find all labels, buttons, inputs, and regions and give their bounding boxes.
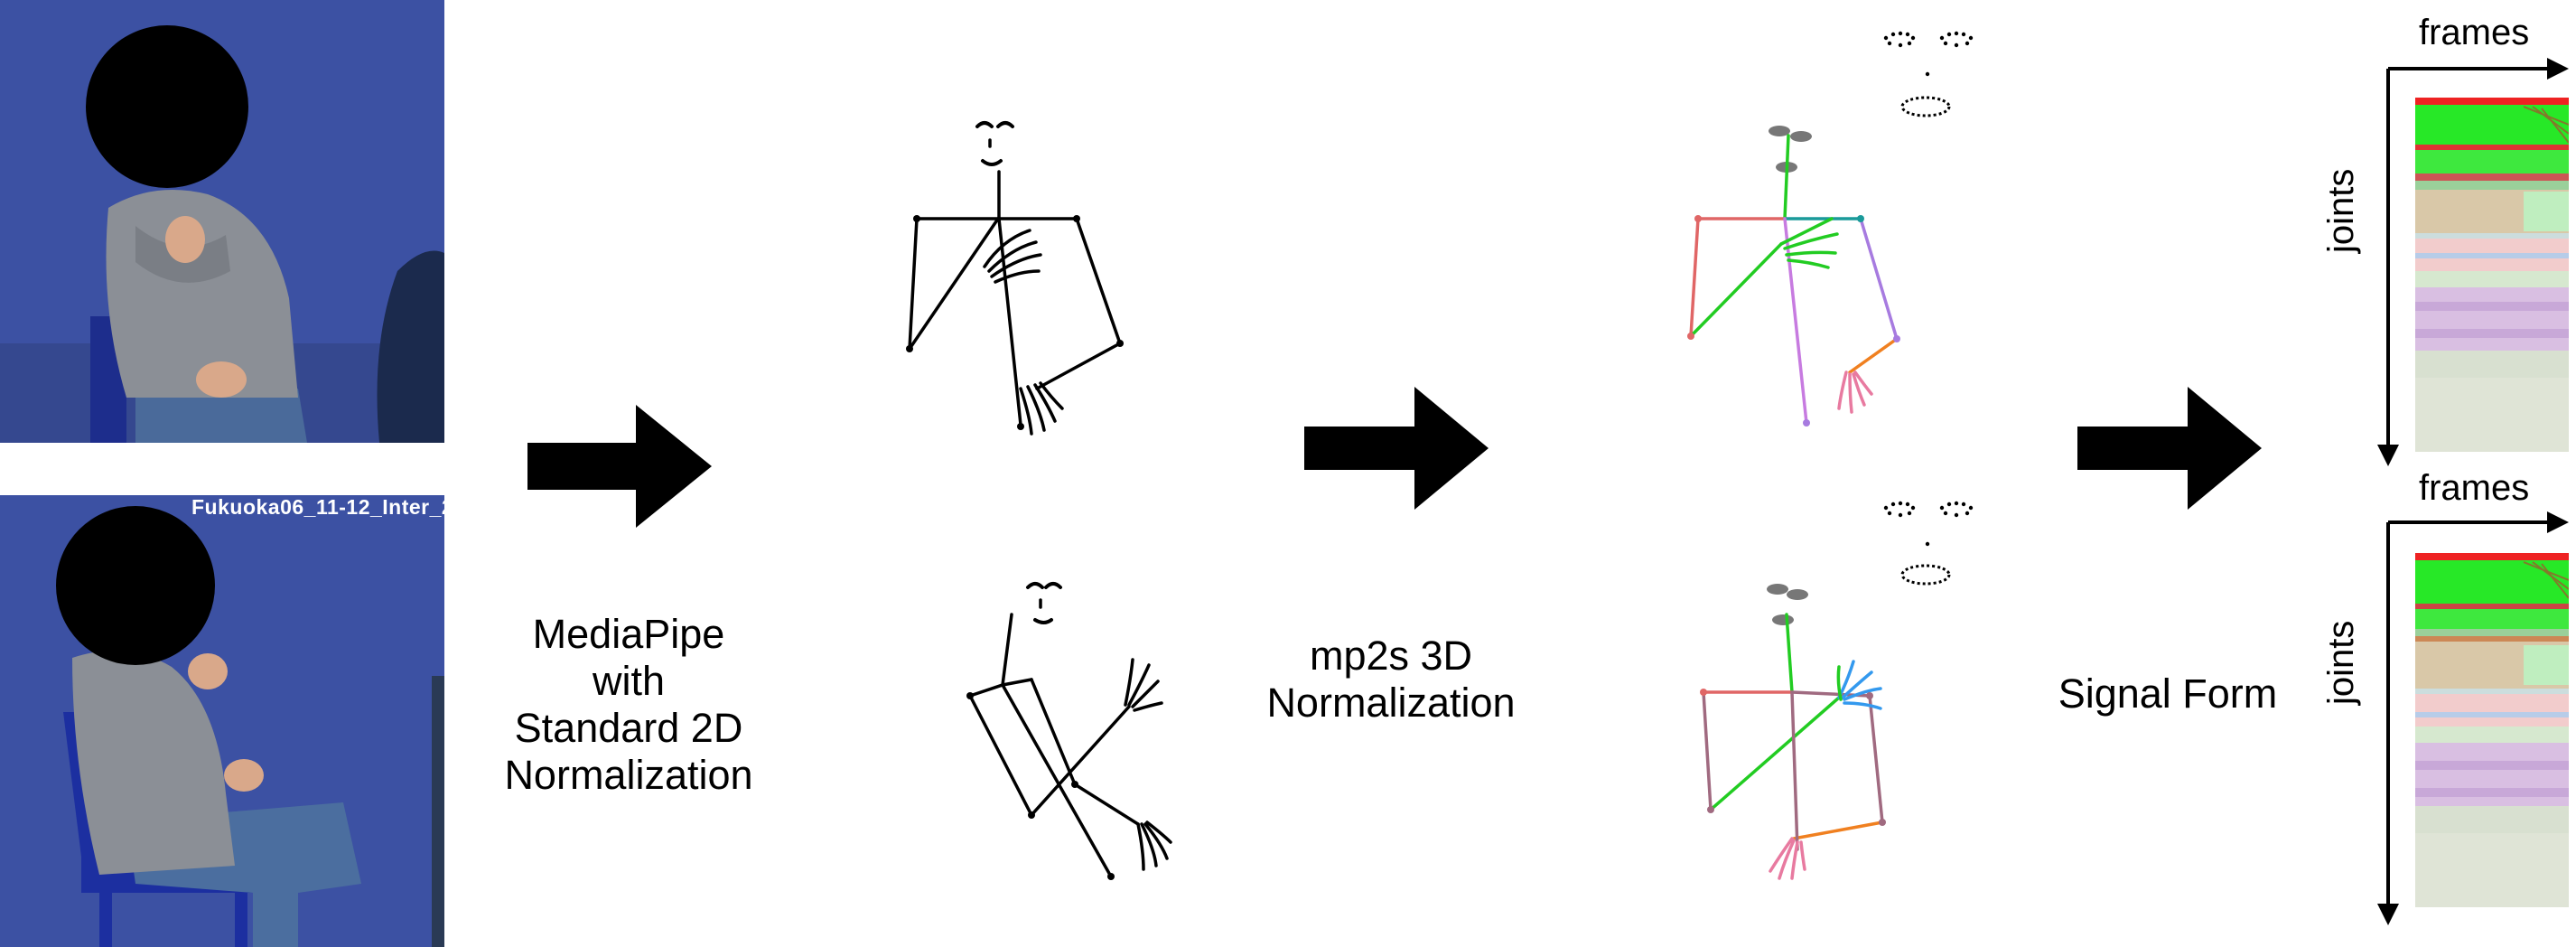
input-video-frame-bottom: Fukuoka06_11-12_Inter_2( bbox=[0, 495, 444, 947]
skeleton-3d-bottom bbox=[1700, 501, 1974, 880]
arrow-right-icon bbox=[2077, 387, 2262, 510]
caption-line: Signal Form bbox=[2058, 670, 2278, 717]
caption-mp2s-3d-normalization: mp2s 3D Normalization bbox=[1228, 633, 1554, 727]
arrow-right-icon bbox=[527, 405, 712, 528]
caption-signal-form: Signal Form bbox=[2014, 670, 2321, 717]
caption-line: Normalization bbox=[1266, 680, 1516, 726]
caption-line: mp2s 3D bbox=[1309, 633, 1473, 679]
caption-mediapipe-2d-normalization: MediaPipe with Standard 2D Normalization bbox=[466, 611, 791, 799]
caption-line: with bbox=[592, 658, 666, 704]
arrow-right-icon bbox=[1304, 387, 1489, 510]
axis-label-frames: frames bbox=[2419, 468, 2530, 508]
skeleton-2d-top bbox=[906, 121, 1124, 436]
signal-form-image-top bbox=[2415, 98, 2569, 452]
skeleton-2d-bottom bbox=[966, 582, 1172, 880]
signal-axes-top bbox=[2377, 58, 2569, 466]
caption-line: Normalization bbox=[504, 752, 753, 798]
axis-label-frames: frames bbox=[2419, 13, 2530, 52]
video-overlay-label: Fukuoka06_11-12_Inter_2( bbox=[191, 495, 444, 519]
signal-axes-bottom bbox=[2377, 511, 2569, 925]
signal-form-image-bottom bbox=[2415, 553, 2569, 907]
face-eyes-icon bbox=[1883, 31, 1974, 48]
caption-line: Standard 2D bbox=[514, 705, 743, 751]
skeleton-3d-top bbox=[1687, 31, 1974, 427]
caption-line: MediaPipe bbox=[532, 611, 725, 657]
axis-label-joints: joints bbox=[2321, 620, 2361, 705]
input-video-frame-top bbox=[0, 0, 444, 443]
axis-label-joints: joints bbox=[2321, 168, 2361, 253]
